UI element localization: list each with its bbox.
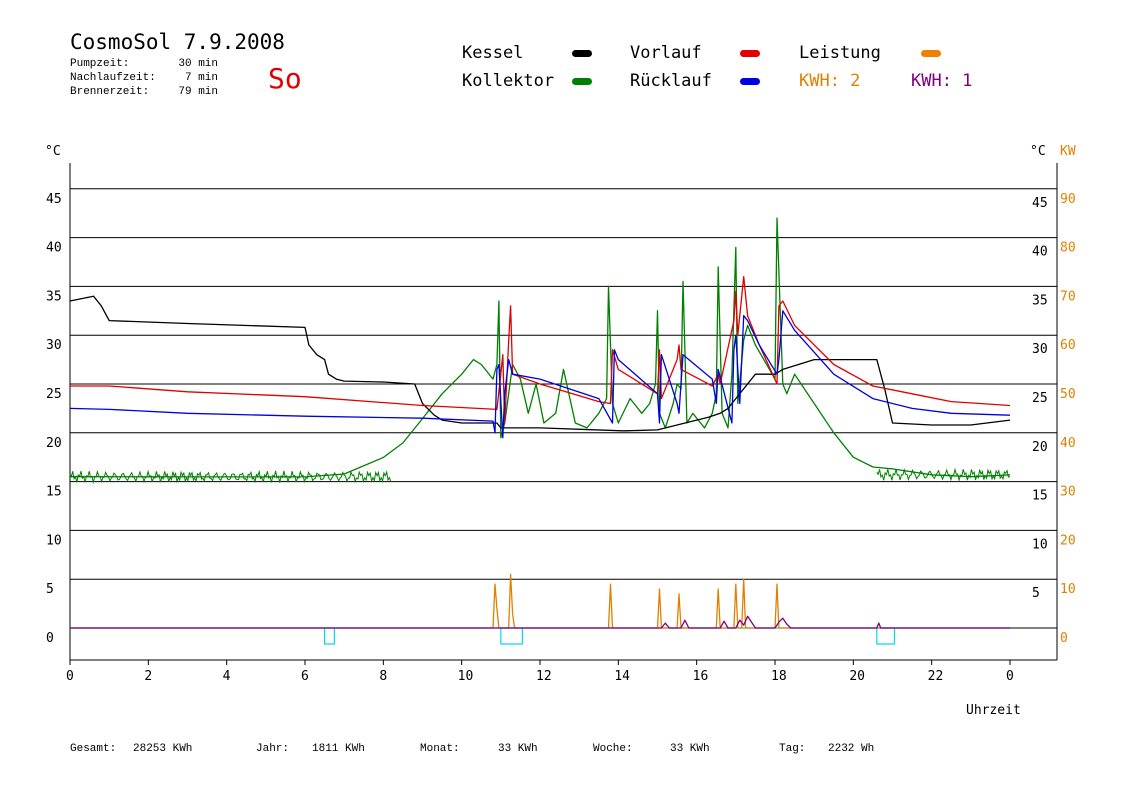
x-tick: 10 [458, 669, 474, 684]
stat-pumpzeit-value: 30 min [178, 58, 218, 70]
footer-tag-label: Tag: [779, 743, 806, 755]
footer-gesamt-label: Gesamt: [70, 743, 117, 755]
y-tick-right-kw: 30 [1060, 485, 1076, 500]
legend-ruecklauf-label: Rücklauf [630, 71, 712, 91]
series-line-kwh2 [70, 573, 1010, 629]
y-tick-right-c: 5 [1032, 586, 1040, 601]
y-tick-right-kw: 40 [1060, 436, 1076, 451]
footer-gesamt-value: 28253 KWh [133, 743, 193, 755]
pump-layer [70, 627, 1010, 645]
x-tick: 4 [223, 669, 231, 684]
legend-kollektor-label: Kollektor [462, 71, 555, 91]
x-tick: 8 [379, 669, 387, 684]
x-tick: 0 [66, 669, 74, 684]
series-line-vorlauf [70, 275, 1011, 424]
x-tick: 6 [301, 669, 309, 684]
y-tick-right-c: 25 [1032, 391, 1048, 406]
x-tick: 16 [693, 669, 709, 684]
y-tick-right-c: 35 [1032, 293, 1048, 308]
y-tick-left: 40 [46, 241, 62, 256]
stat-nachlaufzeit-value: 7 min [184, 72, 218, 84]
x-tick: 12 [536, 669, 552, 684]
y-tick-left: 30 [46, 338, 62, 353]
legend-kessel-label: Kessel [462, 43, 524, 63]
y-tick-right-kw: 70 [1060, 289, 1076, 304]
y-tick-right-c: 15 [1032, 489, 1048, 504]
page-title: CosmoSol 7.9.2008 [70, 30, 285, 54]
y-tick-right-kw: 50 [1060, 387, 1076, 402]
legend-vorlauf-swatch [740, 50, 760, 57]
legend-kwh1-label: KWH: 1 [911, 71, 973, 91]
stat-brennerzeit-value: 79 min [178, 86, 218, 98]
y-tick-right-kw: 90 [1060, 192, 1076, 207]
x-tick: 20 [849, 669, 865, 684]
legend-kollektor-swatch [572, 78, 592, 85]
y-axis-right-unit-c: °C [1030, 144, 1046, 159]
x-tick: 2 [144, 669, 152, 684]
x-tick: 22 [928, 669, 944, 684]
y-tick-right-kw: 0 [1060, 631, 1068, 646]
y-tick-left: 45 [46, 192, 62, 207]
y-tick-left: 15 [46, 485, 62, 500]
x-axis-label: Uhrzeit [966, 703, 1021, 718]
tick-layer: 0510152025303540455101520253035404501020… [46, 192, 1076, 684]
legend-vorlauf-label: Vorlauf [630, 43, 702, 63]
pump-block [876, 627, 896, 645]
y-axis-left-unit: °C [45, 144, 61, 159]
series-line-kollektor [69, 217, 1011, 478]
y-tick-right-kw: 20 [1060, 533, 1076, 548]
footer-monat-value: 33 KWh [498, 743, 538, 755]
y-tick-left: 20 [46, 436, 62, 451]
y-tick-left: 35 [46, 289, 62, 304]
stat-brennerzeit-label: Brennerzeit: [70, 86, 150, 98]
y-tick-left: 0 [46, 631, 54, 646]
pump-block [323, 627, 335, 645]
series-line-kwh1 [70, 615, 1010, 629]
x-tick: 18 [771, 669, 787, 684]
y-tick-right-c: 10 [1032, 537, 1048, 552]
x-tick: 14 [614, 669, 630, 684]
legend-leistung-label: Leistung [799, 43, 881, 63]
series-layer [69, 217, 1011, 629]
footer-jahr-label: Jahr: [256, 743, 290, 755]
legend-kwh2-label: KWH: 2 [799, 71, 861, 91]
footer-jahr-value: 1811 KWh [312, 743, 365, 755]
series-line-ruecklauf [69, 310, 1011, 439]
y-tick-right-c: 40 [1032, 245, 1048, 260]
footer-tag-value: 2232 Wh [828, 743, 875, 755]
weekday-label: So [268, 62, 302, 95]
legend-leistung-swatch [921, 50, 941, 57]
footer-woche-label: Woche: [593, 743, 633, 755]
y-tick-left: 25 [46, 387, 62, 402]
y-tick-right-c: 20 [1032, 440, 1048, 455]
footer-monat-label: Monat: [420, 743, 460, 755]
stat-nachlaufzeit-label: Nachlaufzeit: [70, 72, 156, 84]
y-tick-right-c: 45 [1032, 196, 1048, 211]
y-tick-right-c: 30 [1032, 342, 1048, 357]
y-tick-left: 5 [46, 582, 54, 597]
legend-kessel-swatch [572, 50, 592, 57]
x-tick: 0 [1006, 669, 1014, 684]
y-tick-right-kw: 10 [1060, 582, 1076, 597]
series-noise-kollektor [69, 467, 1010, 484]
grid-layer [69, 163, 1058, 661]
stat-pumpzeit-label: Pumpzeit: [70, 58, 130, 70]
y-axis-right-unit-kw: KW [1060, 144, 1076, 159]
series-line-kessel [69, 295, 1011, 432]
y-tick-right-kw: 60 [1060, 338, 1076, 353]
legend-ruecklauf-swatch [740, 78, 760, 85]
y-tick-left: 10 [46, 533, 62, 548]
footer-woche-value: 33 KWh [670, 743, 710, 755]
y-tick-right-kw: 80 [1060, 241, 1076, 256]
pump-block [500, 627, 523, 645]
